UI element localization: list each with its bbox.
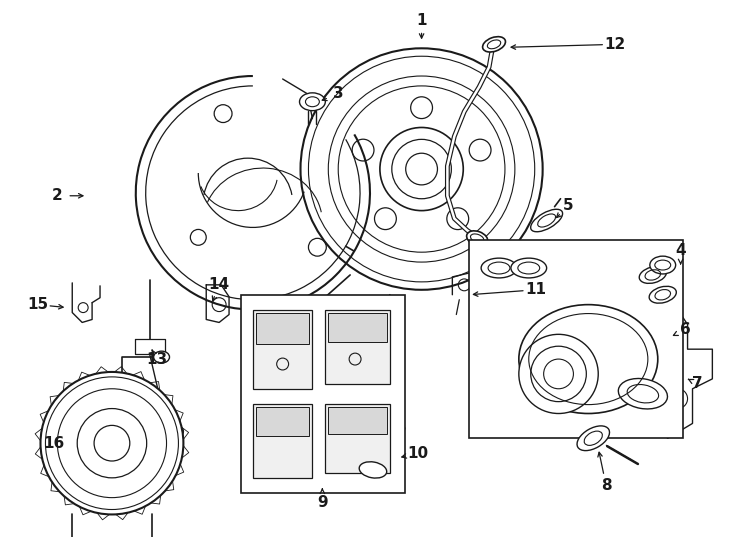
Text: 16: 16 bbox=[44, 436, 65, 451]
Ellipse shape bbox=[482, 37, 506, 52]
Ellipse shape bbox=[650, 256, 675, 274]
Text: 10: 10 bbox=[407, 446, 428, 461]
Bar bbox=[325, 309, 390, 384]
Ellipse shape bbox=[153, 351, 170, 363]
Ellipse shape bbox=[481, 258, 517, 278]
Text: 1: 1 bbox=[416, 13, 427, 28]
Ellipse shape bbox=[639, 267, 666, 284]
Bar bbox=[253, 403, 313, 478]
Text: 4: 4 bbox=[675, 242, 686, 258]
Bar bbox=[256, 313, 310, 344]
Bar bbox=[253, 309, 313, 389]
Bar bbox=[328, 407, 387, 434]
Text: 8: 8 bbox=[601, 478, 611, 493]
Ellipse shape bbox=[164, 424, 184, 438]
Circle shape bbox=[519, 334, 598, 414]
Ellipse shape bbox=[511, 258, 547, 278]
Text: 7: 7 bbox=[692, 376, 702, 392]
Text: 15: 15 bbox=[27, 297, 48, 312]
Bar bbox=[325, 403, 390, 473]
Text: 5: 5 bbox=[563, 198, 574, 213]
Ellipse shape bbox=[649, 286, 676, 303]
Ellipse shape bbox=[618, 379, 667, 409]
Text: 6: 6 bbox=[680, 322, 691, 337]
Ellipse shape bbox=[467, 231, 487, 246]
Bar bbox=[256, 407, 310, 436]
Bar bbox=[328, 313, 387, 342]
Ellipse shape bbox=[359, 462, 387, 478]
Ellipse shape bbox=[531, 210, 562, 232]
Ellipse shape bbox=[577, 426, 609, 450]
Text: 14: 14 bbox=[208, 278, 230, 292]
Bar bbox=[469, 240, 683, 438]
Text: 11: 11 bbox=[526, 282, 546, 298]
Text: 9: 9 bbox=[317, 495, 327, 510]
Bar bbox=[241, 295, 404, 492]
Text: 12: 12 bbox=[605, 37, 625, 52]
Text: 2: 2 bbox=[52, 188, 62, 203]
Circle shape bbox=[40, 372, 184, 515]
Text: 13: 13 bbox=[146, 352, 167, 367]
Ellipse shape bbox=[519, 305, 658, 414]
Text: 3: 3 bbox=[333, 86, 344, 102]
Ellipse shape bbox=[299, 93, 325, 111]
